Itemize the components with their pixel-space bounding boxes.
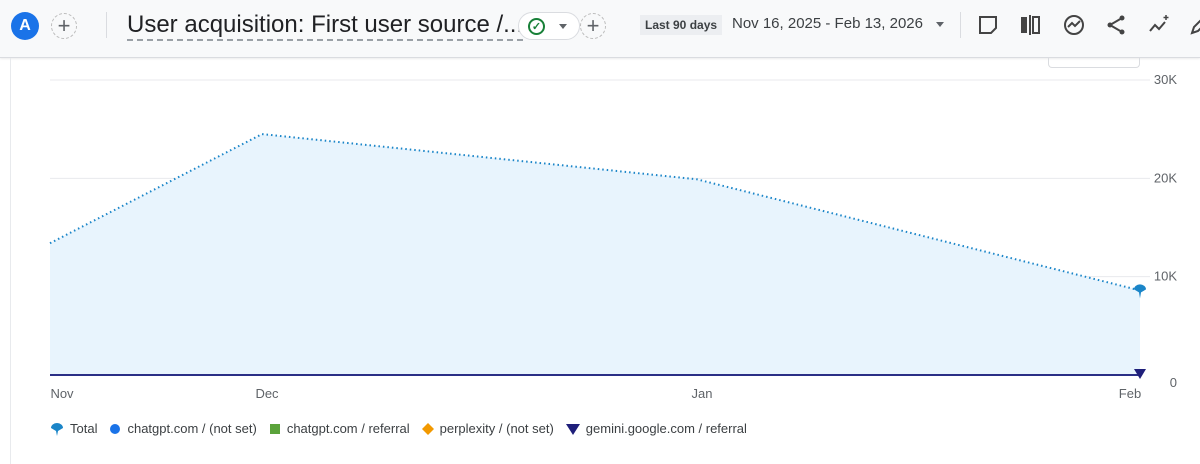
note-icon[interactable] [976, 13, 1000, 37]
y-tick-label: 20K [1154, 170, 1177, 185]
legend-item[interactable]: chatgpt.com / referral [269, 421, 410, 436]
legend-label: chatgpt.com / referral [286, 421, 410, 436]
add-comparison-button[interactable]: + [51, 13, 77, 39]
compare-icon[interactable] [1018, 13, 1042, 37]
insights-icon[interactable] [1062, 13, 1086, 37]
legend-item[interactable]: Total [50, 421, 97, 436]
date-range-picker[interactable]: Nov 16, 2025 - Feb 13, 2026 [732, 15, 923, 32]
diamond-marker-icon [421, 422, 434, 435]
gemini-end-marker [1134, 369, 1146, 379]
legend-label: Total [70, 421, 98, 436]
chevron-down-icon[interactable] [936, 22, 944, 27]
y-tick-label: 10K [1154, 269, 1177, 284]
legend-label: chatgpt.com / (not set) [127, 421, 257, 436]
pin-marker-icon [50, 422, 64, 436]
report-title[interactable]: User acquisition: First user source /... [127, 11, 524, 41]
top-toolbar: A + User acquisition: First user source … [0, 0, 1200, 58]
status-dropdown[interactable]: ✓ [518, 12, 580, 40]
sparkle-trend-icon[interactable] [1147, 13, 1171, 37]
y-tick-label: 0 [1170, 375, 1177, 390]
check-circle-icon: ✓ [528, 18, 545, 35]
chart-legend: Total chatgpt.com / (not set) chatgpt.com … [50, 421, 747, 436]
date-preset-chip: Last 90 days [640, 15, 723, 35]
x-tick-label: Jan [692, 386, 713, 401]
legend-label: gemini.google.com / referral [585, 421, 747, 436]
square-marker-icon [269, 423, 281, 435]
panel-border [10, 58, 11, 464]
y-tick-label: 30K [1154, 72, 1177, 87]
share-icon[interactable] [1104, 13, 1128, 37]
chevron-down-icon [559, 24, 567, 29]
line-chart: 0 10K 20K 30K Nov Dec Jan Feb [49, 72, 1177, 401]
legend-item[interactable]: chatgpt.com / (not set) [109, 421, 257, 436]
x-tick-label: Feb [1119, 386, 1141, 401]
edit-icon[interactable] [1188, 13, 1200, 37]
circle-marker-icon [109, 423, 121, 435]
legend-label: perplexity / (not set) [439, 421, 554, 436]
triangle-down-marker-icon [565, 423, 580, 435]
x-tick-label: Nov [50, 386, 74, 401]
add-button[interactable]: + [580, 13, 606, 39]
avatar[interactable]: A [11, 12, 39, 40]
chart-option-button[interactable] [1048, 58, 1140, 68]
legend-item[interactable]: gemini.google.com / referral [565, 421, 747, 436]
total-end-marker [1134, 284, 1146, 299]
divider [960, 12, 961, 38]
divider [106, 12, 107, 38]
total-area [50, 134, 1140, 375]
x-tick-label: Dec [255, 386, 279, 401]
legend-item[interactable]: perplexity / (not set) [421, 421, 554, 436]
